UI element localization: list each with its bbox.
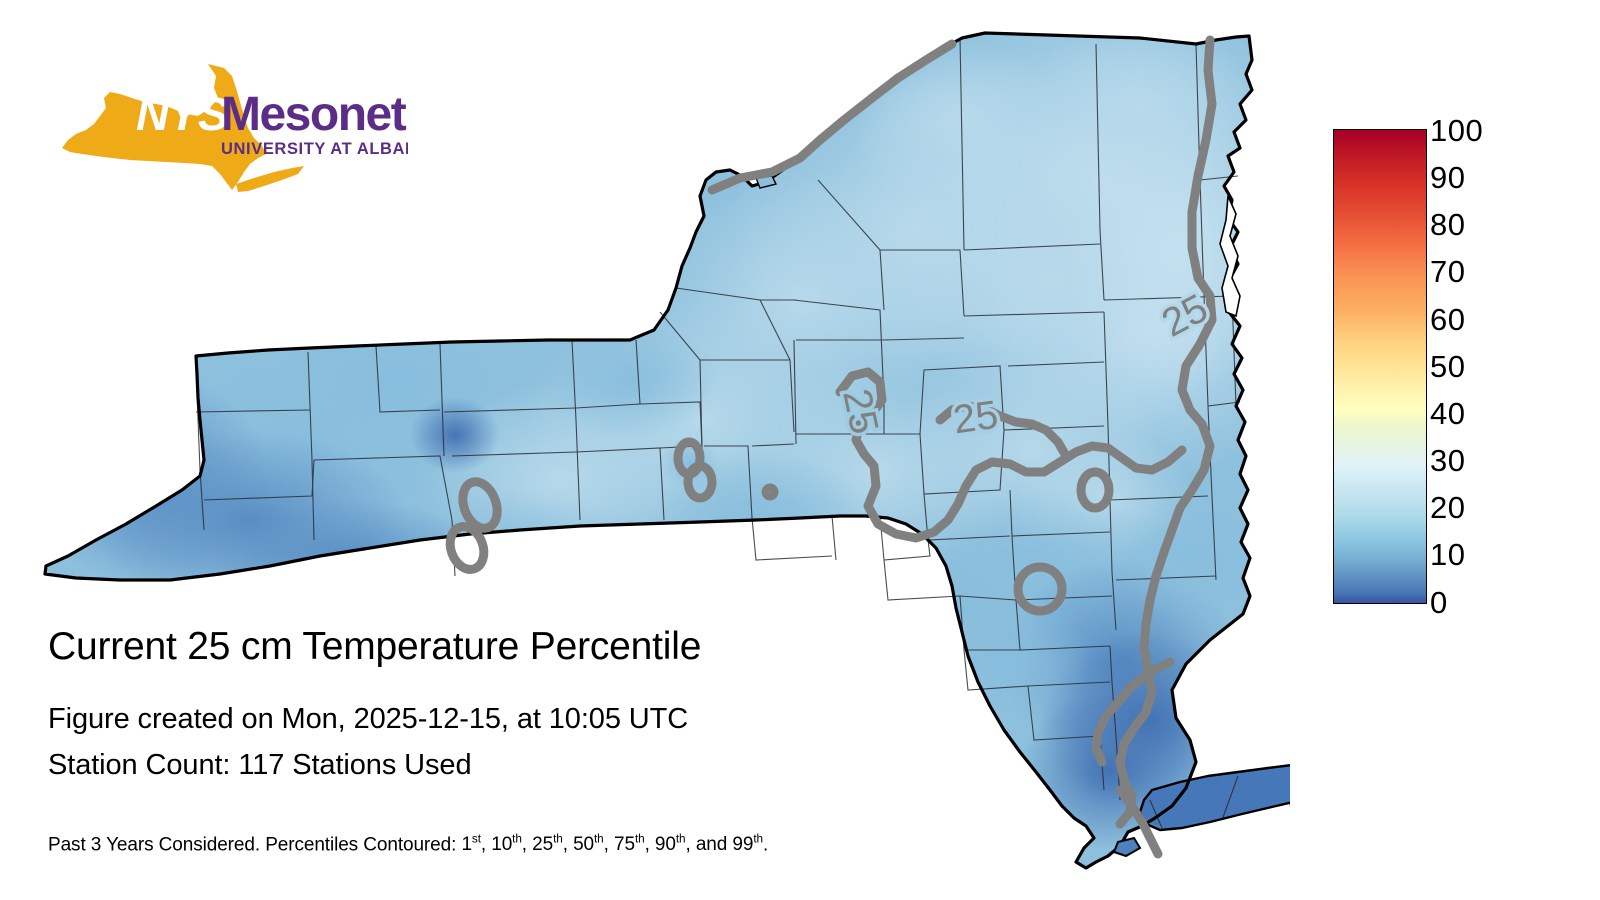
colorbar-panel: 100 90 80 70 60 50 40 30 20 10 0: [1300, 110, 1500, 620]
colorbar-tick-40: 40: [1430, 396, 1466, 431]
footnote-prefix: Past 3 Years Considered. Percentiles Con…: [48, 834, 462, 856]
new-york-state-percentile-map: 25 25 25: [43, 31, 1290, 870]
station-count-line: Station Count: 117 Stations Used: [48, 749, 472, 781]
footnote-line: Past 3 Years Considered. Percentiles Con…: [48, 828, 768, 857]
logo-nys-text: NYS: [136, 88, 229, 140]
figure-created-line: Figure created on Mon, 2025-12-15, at 10…: [48, 703, 689, 735]
colorbar-tick-70: 70: [1430, 254, 1466, 289]
colorbar-gradient: [1333, 129, 1427, 604]
logo-mesonet-text: Mesonet: [221, 88, 407, 141]
colorbar-tick-80: 80: [1430, 207, 1466, 242]
contour-lines-25th: [445, 35, 1217, 859]
footnote-ordinals: 1st, 10th, 25th, 50th, 75th, 90th, and 9…: [461, 833, 763, 856]
colorbar-tick-90: 90: [1430, 160, 1466, 195]
logo-university-text: UNIVERSITY AT ALBANY: [221, 140, 408, 158]
staten-island-shape: [1112, 836, 1142, 858]
colorbar-tick-50: 50: [1430, 349, 1466, 384]
footnote-tail: .: [762, 834, 769, 856]
map-panel: 25 25 25: [43, 31, 1290, 870]
ny-state-silhouette-icon: [62, 64, 266, 190]
lake-champlain-cutout: [1219, 195, 1241, 318]
contour-label-25-central: 25: [834, 385, 886, 438]
colorbar-tick-20: 20: [1430, 490, 1466, 525]
contour-label-25-mohawk: 25: [951, 393, 1001, 443]
state-boundary-outline: [43, 31, 1254, 870]
colorbar-tick-10: 10: [1430, 537, 1466, 572]
colorbar-tick-30: 30: [1430, 443, 1466, 478]
colorbar-tick-0: 0: [1430, 585, 1448, 620]
ny-long-island-icon: [236, 166, 304, 192]
caption-block: Current 25 cm Temperature Percentile Fig…: [48, 622, 1048, 788]
colorbar-tick-60: 60: [1430, 302, 1466, 337]
page-title: Current 25 cm Temperature Percentile: [48, 625, 702, 668]
county-boundaries: [195, 37, 1290, 829]
colorbar-tick-100: 100: [1430, 113, 1484, 148]
long-island-outline: [1138, 764, 1290, 832]
nys-mesonet-logo: NYS Mesonet UNIVERSITY AT ALBANY: [48, 58, 429, 198]
